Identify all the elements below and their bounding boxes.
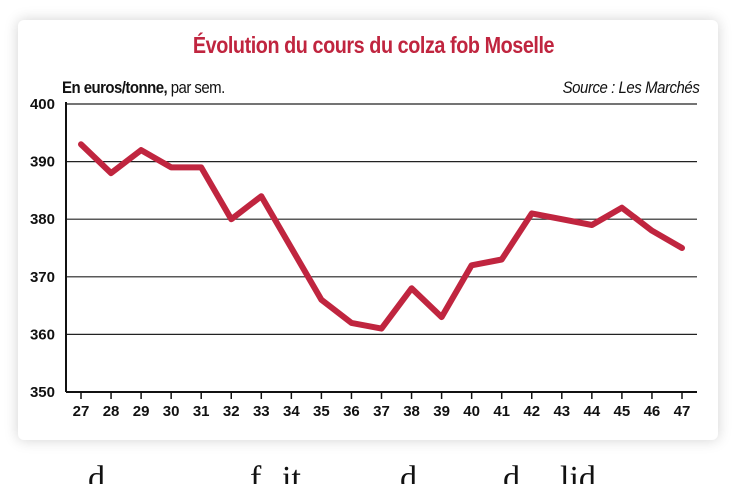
x-tick-label: 42 xyxy=(523,403,540,420)
x-tick-label: 31 xyxy=(193,403,210,420)
chart-card xyxy=(18,20,718,440)
y-tick-label: 360 xyxy=(30,326,55,343)
x-tick-label: 41 xyxy=(493,403,510,420)
y-tick-labels: 350 360 370 380 390 400 xyxy=(30,96,55,401)
y-tick-label: 380 xyxy=(30,211,55,228)
y-tick-label: 400 xyxy=(30,96,55,113)
x-tick-label: 35 xyxy=(313,403,330,420)
axes xyxy=(65,102,697,399)
x-tick-label: 46 xyxy=(644,403,661,420)
x-tick-label: 34 xyxy=(283,403,300,420)
article-text-fragment: d xyxy=(88,460,105,484)
article-text-fragment: d xyxy=(503,460,520,484)
y-tick-label: 390 xyxy=(30,154,55,171)
article-text-fragment: f xyxy=(250,460,262,484)
series-line xyxy=(78,141,685,332)
x-tick-label: 47 xyxy=(674,403,691,420)
y-tick-label: 370 xyxy=(30,269,55,286)
article-text-fragment: d xyxy=(400,460,417,484)
x-tick-label: 37 xyxy=(373,403,390,420)
x-tick-label: 43 xyxy=(553,403,570,420)
x-tick-label: 32 xyxy=(223,403,240,420)
article-text-fragment: it xyxy=(282,460,301,484)
x-tick-label: 29 xyxy=(133,403,150,420)
x-tick-label: 30 xyxy=(163,403,180,420)
x-tick-label: 33 xyxy=(253,403,270,420)
article-text-fragment: lid xyxy=(560,460,596,484)
x-tick-label: 27 xyxy=(73,403,90,420)
line-chart: 350 360 370 380 390 400 27 28 29 30 31 32 33 34 35 36 3… xyxy=(30,96,697,420)
source-label: Source : Les Marchés xyxy=(562,78,699,97)
y-tick-label: 350 xyxy=(30,384,55,401)
cropped-article-text: d f it d d lid xyxy=(0,458,747,484)
chart-title: Évolution du cours du colza fob Moselle xyxy=(192,32,555,58)
series-group xyxy=(78,141,685,332)
x-tick-label: 36 xyxy=(343,403,360,420)
units-label: En euros/tonne, par sem. xyxy=(62,78,225,98)
x-tick-label: 40 xyxy=(463,403,480,420)
x-tick-label: 38 xyxy=(403,403,420,420)
grid-lines xyxy=(66,103,697,335)
x-tick-label: 45 xyxy=(614,403,631,420)
units-label-rest: par sem. xyxy=(167,78,226,97)
x-tick-label: 28 xyxy=(103,403,120,420)
x-tick-label: 44 xyxy=(584,403,601,420)
units-label-bold: En euros/tonne, xyxy=(62,78,168,97)
x-tick-label: 39 xyxy=(433,403,450,420)
x-tick-labels: 27 28 29 30 31 32 33 34 35 36 37 38 39 40 41 42 43 44 45 46… xyxy=(73,403,691,420)
